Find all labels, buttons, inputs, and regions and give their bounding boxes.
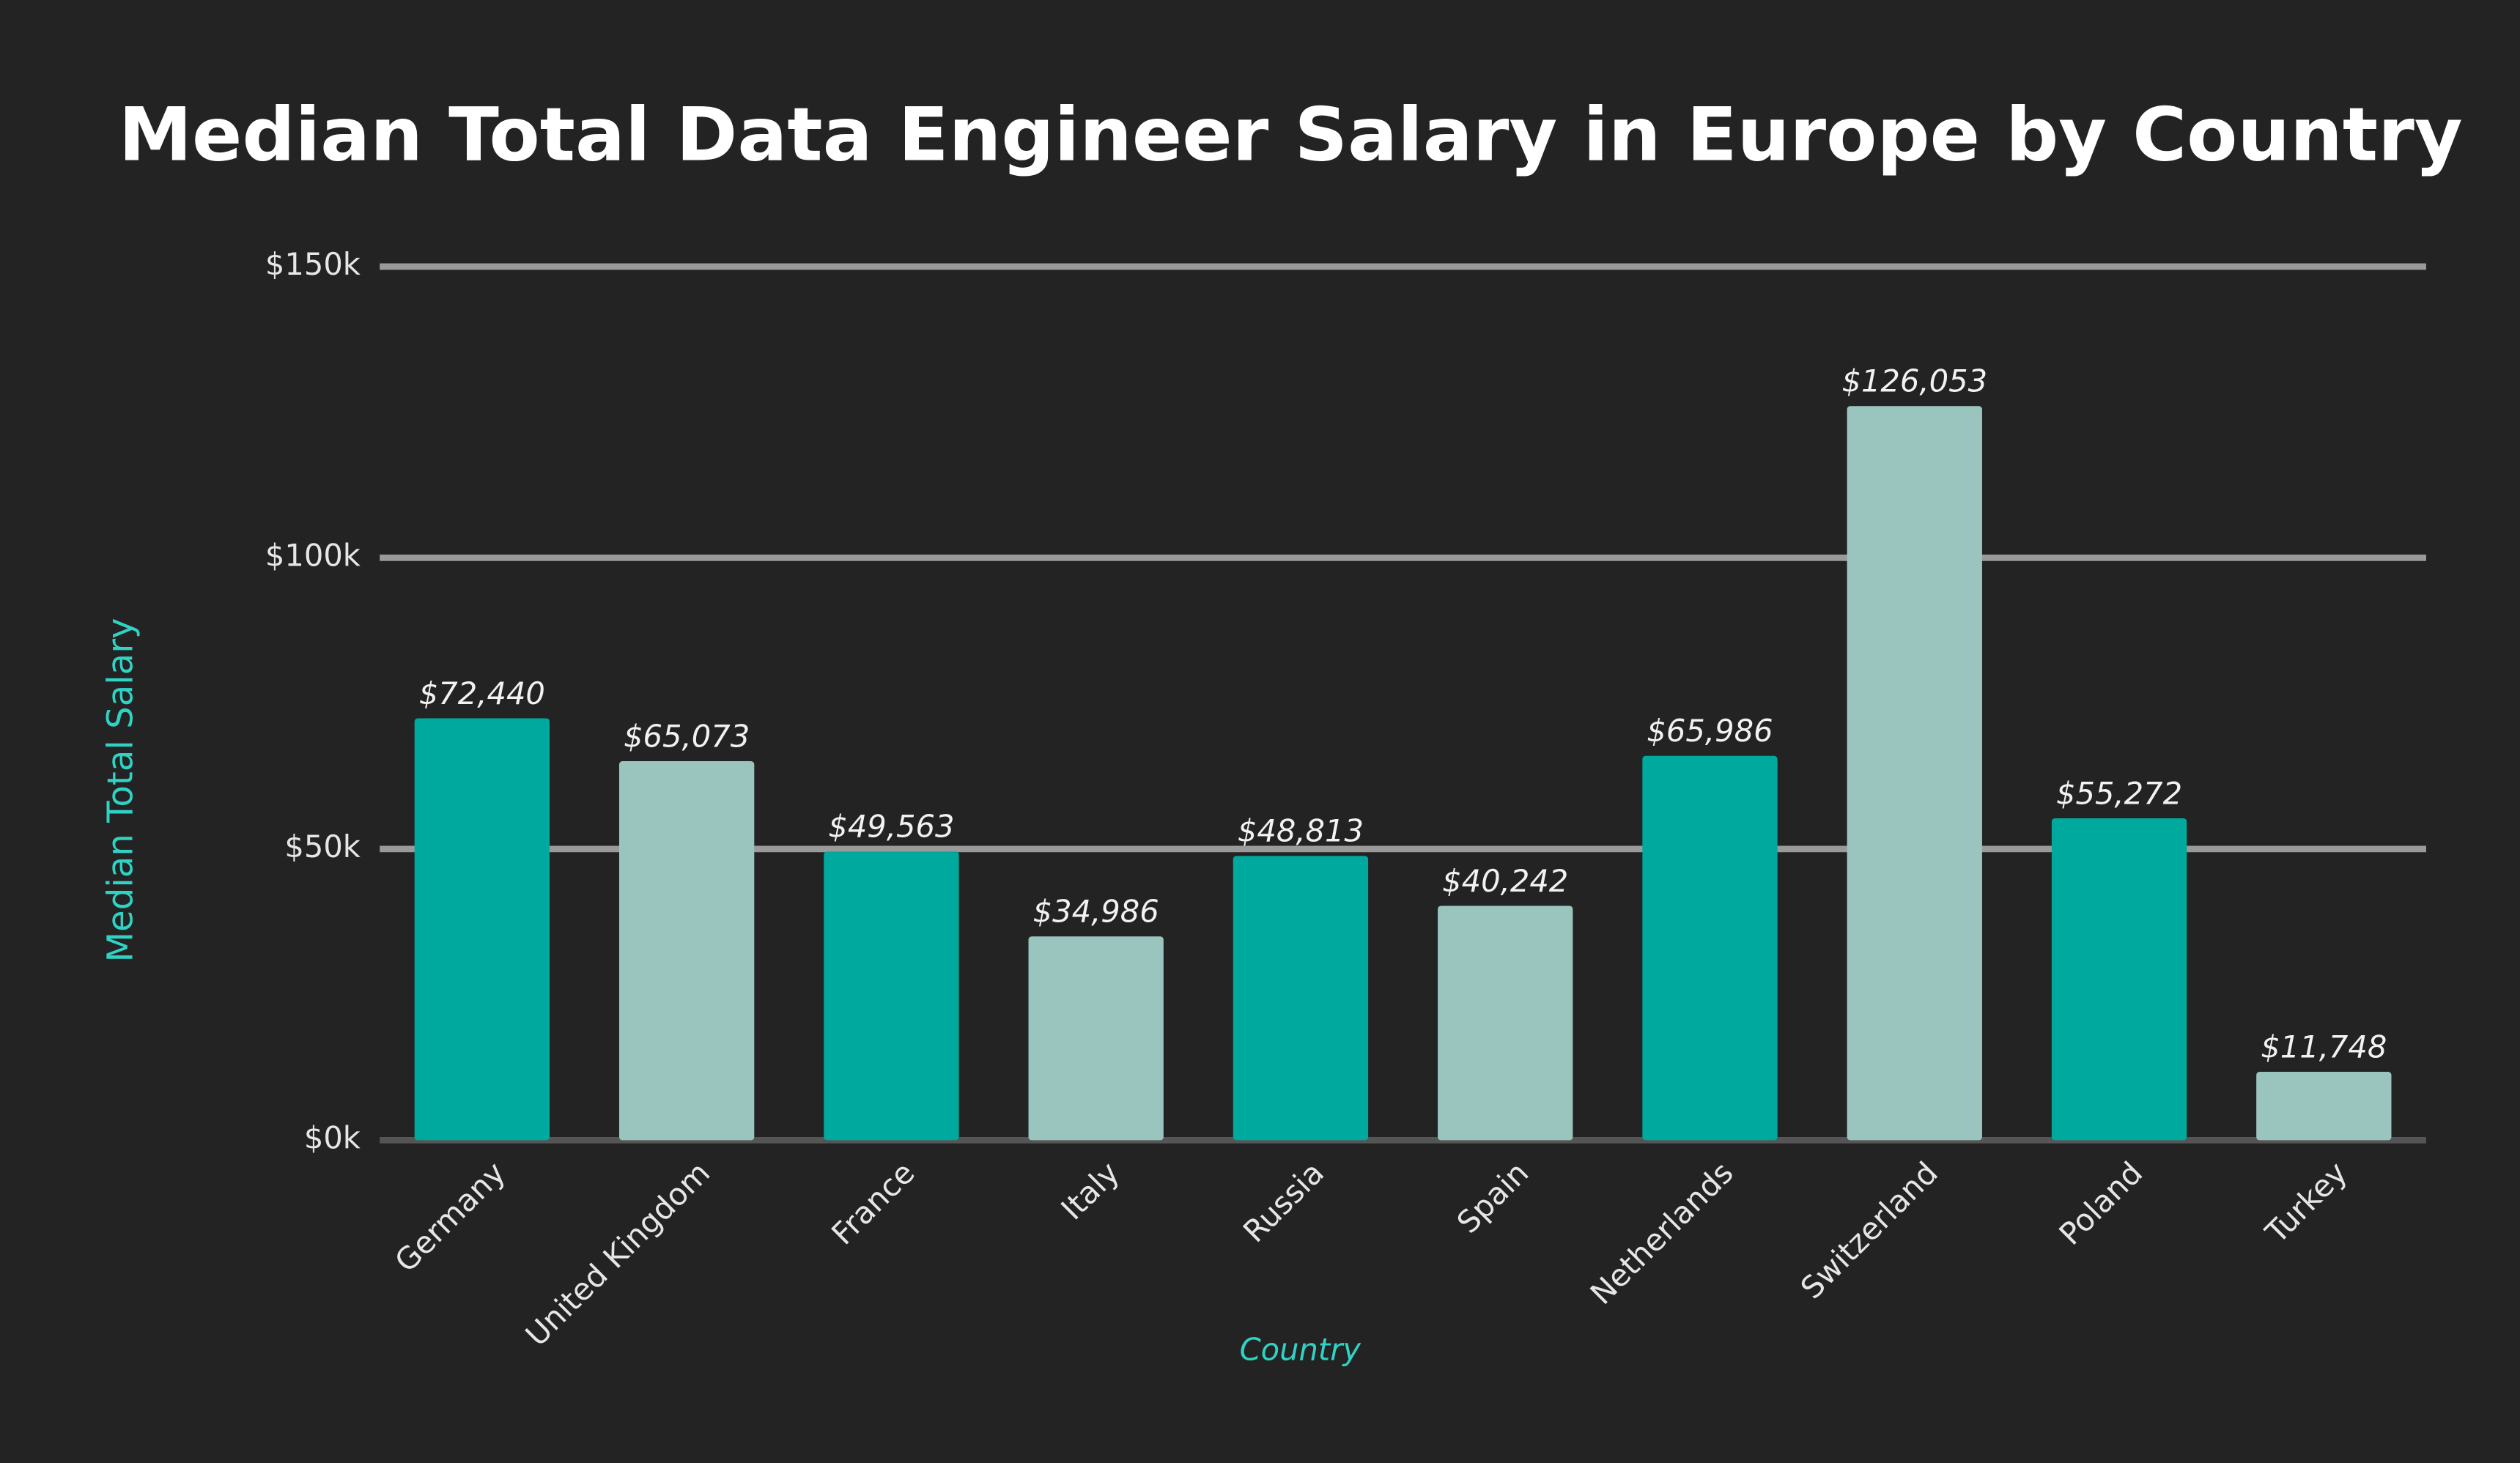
data-label: $34,986	[1033, 894, 1159, 930]
bar	[414, 718, 550, 1141]
data-label: $65,986	[1647, 713, 1773, 749]
y-axis-label: Median Total Salary	[100, 618, 141, 962]
bar	[1438, 905, 1573, 1141]
data-label: $48,813	[1238, 813, 1364, 849]
bar	[1028, 936, 1164, 1141]
bar	[2256, 1071, 2392, 1141]
y-tick-label: $100k	[265, 537, 361, 573]
data-label: $55,272	[2056, 775, 2182, 811]
bar	[1847, 406, 1982, 1141]
data-label: $126,053	[1841, 363, 1987, 399]
bar	[2051, 818, 2187, 1141]
data-label: $40,242	[1442, 863, 1568, 899]
chart-title: Median Total Data Engineer Salary in Eur…	[119, 92, 2463, 178]
y-tick-label: $0k	[304, 1119, 361, 1155]
y-tick-label: $50k	[284, 829, 361, 864]
bar	[1642, 755, 1778, 1141]
y-tick-label: $150k	[265, 246, 361, 282]
data-label: $11,748	[2261, 1029, 2387, 1064]
x-axis-label: Country	[1240, 1332, 1362, 1368]
bar	[1233, 856, 1369, 1141]
bar	[618, 761, 755, 1141]
bar	[824, 851, 959, 1141]
data-label: $49,563	[828, 809, 954, 845]
data-label: $65,073	[624, 718, 750, 754]
data-label: $72,440	[419, 675, 545, 711]
